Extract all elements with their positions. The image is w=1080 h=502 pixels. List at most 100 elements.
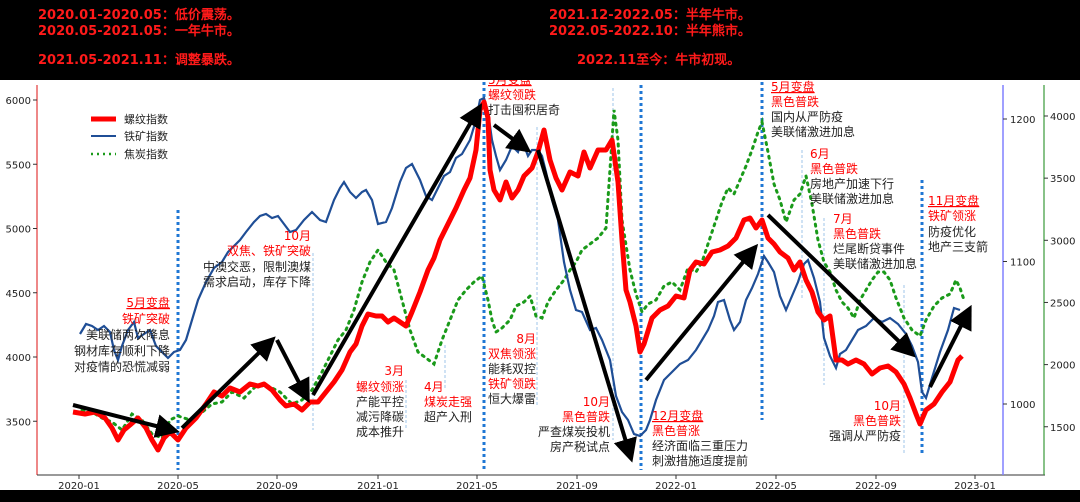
annotation-2020-05: 5月变盘 铁矿突破 美联储两次降息 钢材库存顺利下降 对疫情的恐慌减弱: [74, 295, 170, 374]
svg-text:强调从严防疫: 强调从严防疫: [829, 428, 901, 443]
trend-arrows: [72, 103, 972, 463]
svg-text:刺激措施适度提前: 刺激措施适度提前: [652, 453, 748, 468]
annotation-2022-11: 11月变盘 铁矿领涨 防疫优化 地产三支箭: [928, 193, 988, 254]
svg-text:铁矿突破: 铁矿突破: [122, 311, 170, 326]
x-tick-label: 2020-09: [256, 481, 298, 490]
svg-text:双焦、铁矿突破: 双焦、铁矿突破: [227, 243, 311, 258]
svg-text:地产三支箭: 地产三支箭: [928, 239, 988, 254]
svg-text:螺纹领涨: 螺纹领涨: [356, 379, 404, 394]
x-tick-label: 2021-05: [456, 481, 498, 490]
right-coke-tick-label: 4000: [1050, 112, 1075, 123]
svg-text:美联储激进加息: 美联储激进加息: [771, 124, 855, 139]
x-tick-label: 2022-09: [855, 481, 897, 490]
x-tick-label: 2023-01: [954, 481, 996, 490]
svg-text:严查煤炭投机: 严查煤炭投机: [538, 424, 610, 439]
left-tick-label: 4000: [6, 353, 31, 364]
svg-text:钢材库存顺利下降: 钢材库存顺利下降: [74, 343, 170, 358]
period-2: 2020.05-2021.05：一年牛市。: [38, 24, 240, 39]
legend-coke-label: 焦炭指数: [124, 147, 168, 161]
period-4: 2021.12-2022.05：半年牛市。: [549, 8, 751, 23]
legend: 螺纹指数 铁矿指数 焦炭指数: [91, 112, 168, 161]
right-coke-tick-label: 2500: [1050, 298, 1075, 309]
svg-text:美联储激进加息: 美联储激进加息: [810, 191, 894, 206]
svg-text:成本推升: 成本推升: [356, 425, 404, 439]
svg-text:能耗双控: 能耗双控: [488, 362, 536, 376]
svg-text:经济面临三重压力: 经济面临三重压力: [652, 438, 748, 453]
annotation-2022-07: 7月 黑色普跌 烂尾断贷事件 美联储激进加息: [833, 212, 917, 271]
svg-text:3月: 3月: [384, 364, 404, 378]
period-1: 2020.01-2020.05：低价震荡。: [38, 8, 240, 23]
annotation-2021-12: 12月变盘 黑色普涨 经济面临三重压力 刺激措施适度提前: [652, 408, 748, 468]
svg-text:12月变盘: 12月变盘: [652, 408, 703, 423]
bottom-band: [0, 490, 1080, 502]
annotation-2021-10: 10月 黑色普跌 严查煤炭投机 房产税试点: [538, 395, 610, 454]
legend-rebar-label: 螺纹指数: [124, 112, 168, 126]
svg-text:黑色普跌: 黑色普跌: [810, 161, 858, 176]
annotation-2022-05: 5月变盘 黑色普跌 国内从严防疫 美联储激进加息: [771, 79, 855, 139]
right-coke-tick-label: 1500: [1050, 423, 1075, 434]
header-summary: 2020.01-2020.05：低价震荡。 2020.05-2021.05：一年…: [0, 0, 1080, 85]
annotation-2022-06: 6月 黑色普跌 房地产加速下行 美联储激进加息: [810, 147, 894, 206]
svg-text:国内从严防疫: 国内从严防疫: [771, 109, 843, 124]
svg-text:黑色普跌: 黑色普跌: [833, 226, 881, 241]
svg-text:超产入刑: 超产入刑: [424, 409, 472, 424]
svg-text:减污降碳: 减污降碳: [356, 410, 404, 424]
svg-text:对疫情的恐慌减弱: 对疫情的恐慌减弱: [74, 359, 170, 374]
svg-text:5月变盘: 5月变盘: [126, 295, 170, 310]
left-tick-label: 6000: [6, 96, 31, 107]
right-iron-tick-label: 1200: [1010, 115, 1035, 126]
left-tick-label: 3500: [6, 417, 31, 428]
svg-text:8月: 8月: [516, 332, 536, 346]
svg-text:黑色普涨: 黑色普涨: [652, 423, 700, 438]
svg-text:5月变盘: 5月变盘: [488, 80, 532, 87]
right-coke-tick-label: 2000: [1050, 361, 1075, 372]
x-tick-label: 2022-01: [655, 481, 697, 490]
x-axis-ticks: 2020-01 2020-05 2020-09 2021-01 2021-05 2021-…: [58, 475, 996, 492]
svg-text:10月: 10月: [583, 395, 610, 409]
annotation-2022-10: 10月 黑色普跌 强调从严防疫: [829, 399, 901, 443]
svg-text:房地产加速下行: 房地产加速下行: [810, 176, 894, 191]
period-6: 2022.11至今：牛市初现。: [577, 53, 741, 68]
x-tick-label: 2020-01: [58, 481, 100, 490]
svg-text:黑色普跌: 黑色普跌: [562, 409, 610, 424]
right-axis-iron-ticks: 500600700800900100011001200: [1003, 115, 1035, 411]
svg-text:双焦领涨: 双焦领涨: [488, 346, 536, 361]
svg-text:11月变盘: 11月变盘: [928, 193, 979, 208]
svg-text:煤炭走强: 煤炭走强: [424, 395, 472, 409]
svg-text:10月: 10月: [874, 399, 901, 413]
legend-iron-label: 铁矿指数: [124, 129, 168, 143]
svg-text:中澳交恶，限制澳煤: 中澳交恶，限制澳煤: [203, 259, 311, 274]
right-iron-tick-label: 1000: [1010, 400, 1035, 411]
left-tick-label: 5000: [6, 225, 31, 236]
annotation-2021-04: 4月 煤炭走强 超产入刑: [424, 380, 472, 424]
svg-text:5月变盘: 5月变盘: [771, 80, 815, 94]
right-coke-tick-label: 3000: [1050, 236, 1075, 247]
left-tick-label: 4500: [6, 289, 31, 300]
svg-text:恒大爆雷: 恒大爆雷: [488, 392, 536, 406]
svg-text:黑色普跌: 黑色普跌: [853, 413, 901, 428]
left-axis-ticks: 3500 4000 4500 5000 5500 6000: [6, 96, 37, 428]
svg-text:防疫优化: 防疫优化: [928, 224, 976, 239]
svg-text:美联储激进加息: 美联储激进加息: [833, 256, 917, 271]
right-axis-coke-ticks: 1500 2000 2500 3000 3500 4000: [1044, 112, 1075, 434]
svg-text:房产税试点: 房产税试点: [550, 439, 610, 454]
svg-text:美联储两次降息: 美联储两次降息: [86, 327, 170, 342]
svg-text:10月: 10月: [284, 229, 311, 243]
svg-text:7月: 7月: [833, 212, 853, 226]
annotation-2021-08: 8月 双焦领涨 能耗双控 铁矿领跌 恒大爆雷: [488, 332, 536, 406]
annotation-2020-10: 10月 双焦、铁矿突破 中澳交恶，限制澳煤 需求启动，库存下降: [203, 229, 311, 289]
period-5: 2022.05-2022.10：半年熊市。: [549, 24, 751, 39]
x-tick-label: 2021-09: [556, 481, 598, 490]
svg-text:4月: 4月: [424, 380, 444, 394]
annotation-2021-05: 5月变盘 螺纹领跌 打击囤积居奇: [488, 72, 560, 117]
svg-text:铁矿领跌: 铁矿领跌: [488, 376, 536, 391]
series-rebar: [72, 99, 964, 453]
x-tick-label: 2021-01: [357, 481, 399, 490]
period-3: 2021.05-2021.11：调整暴跌。: [38, 53, 240, 68]
svg-text:铁矿领涨: 铁矿领涨: [928, 208, 976, 223]
svg-text:黑色普跌: 黑色普跌: [771, 94, 819, 109]
right-coke-tick-label: 3500: [1050, 174, 1075, 185]
svg-text:螺纹领跌: 螺纹领跌: [488, 87, 536, 102]
